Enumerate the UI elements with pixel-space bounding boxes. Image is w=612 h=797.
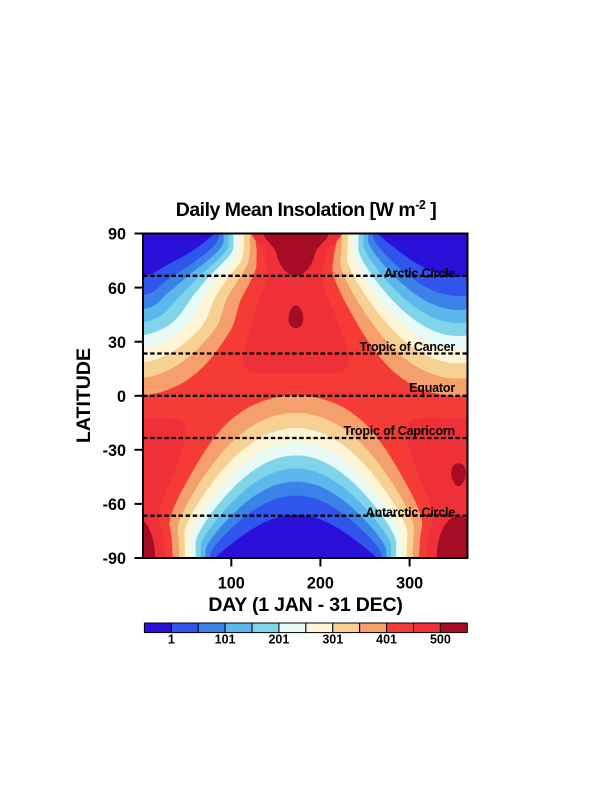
svg-text:Daily Mean Insolation [W m-2 ]: Daily Mean Insolation [W m-2 ]: [176, 198, 437, 221]
svg-text:DAY (1 JAN - 31 DEC): DAY (1 JAN - 31 DEC): [208, 594, 402, 616]
svg-text:100: 100: [218, 574, 245, 592]
svg-text:Tropic of Cancer: Tropic of Cancer: [360, 340, 456, 354]
svg-text:200: 200: [307, 574, 334, 592]
svg-text:Equator: Equator: [409, 381, 455, 395]
svg-text:30: 30: [108, 334, 126, 352]
svg-text:1: 1: [168, 633, 175, 647]
svg-text:300: 300: [396, 574, 423, 592]
svg-text:-60: -60: [103, 496, 126, 514]
svg-text:301: 301: [322, 633, 343, 647]
svg-text:201: 201: [268, 633, 289, 647]
svg-text:-30: -30: [103, 442, 126, 460]
svg-text:60: 60: [108, 280, 126, 298]
svg-text:LATITUDE: LATITUDE: [73, 348, 95, 443]
svg-text:101: 101: [215, 633, 236, 647]
svg-text:0: 0: [117, 388, 126, 406]
svg-text:90: 90: [108, 226, 126, 244]
svg-text:Antarctic Circle: Antarctic Circle: [366, 505, 455, 519]
svg-text:Arctic Circle: Arctic Circle: [384, 266, 455, 280]
svg-text:401: 401: [376, 633, 397, 647]
svg-text:500: 500: [430, 633, 451, 647]
svg-text:Tropic of Capricorn: Tropic of Capricorn: [344, 424, 456, 438]
svg-text:-90: -90: [103, 550, 126, 568]
